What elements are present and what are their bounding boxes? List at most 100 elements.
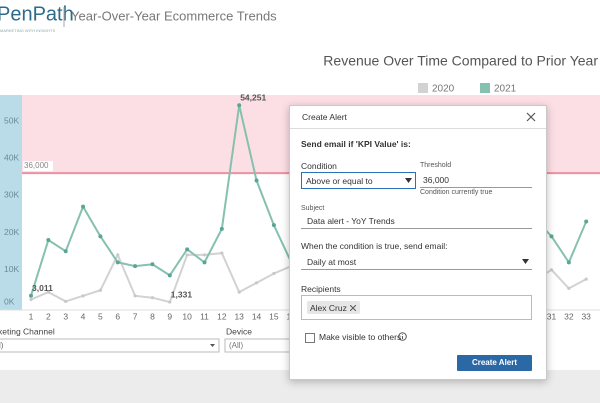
data-point [98, 234, 103, 239]
x-tick-label: 8 [150, 311, 155, 321]
filter-label: keting Channel [0, 326, 55, 336]
x-tick-label: 11 [200, 311, 209, 321]
data-point [237, 103, 242, 108]
chart-title: Revenue Over Time Compared to Prior Year [323, 53, 598, 69]
data-point [237, 290, 241, 294]
filter-label: Device [226, 326, 252, 336]
subject-label: Subject [301, 205, 325, 212]
filter-dropdown[interactable] [0, 338, 220, 353]
data-point [81, 294, 85, 298]
input-underline [301, 269, 532, 270]
create-alert-button[interactable]: Create Alert [457, 355, 532, 371]
page-title: Year-Over-Year Ecommerce Trends [71, 8, 277, 23]
x-tick-label: 10 [182, 311, 192, 321]
axis-band [0, 95, 22, 310]
data-point [46, 290, 50, 294]
condition-select[interactable]: Above or equal to [301, 172, 416, 189]
data-point [150, 296, 155, 300]
data-label: 3,011 [32, 283, 53, 293]
prompt: Send email if 'KPI Value' is: [301, 139, 411, 149]
divider [290, 128, 546, 129]
data-point [202, 253, 207, 257]
x-tick-label: 4 [81, 311, 86, 321]
data-label: 54,251 [240, 92, 266, 102]
recipient-name: Alex Cruz [310, 303, 347, 313]
recipients-box[interactable]: Alex Cruz [301, 295, 532, 320]
data-point [98, 288, 102, 292]
data-point [566, 260, 571, 265]
data-point [46, 238, 51, 243]
y-tick-label: 40K [4, 152, 19, 162]
data-point [133, 264, 138, 269]
data-point [167, 273, 172, 278]
data-point [272, 271, 276, 276]
data-point [63, 249, 68, 254]
checkbox-label: Make visible to others [319, 332, 402, 342]
y-tick-label: 20K [4, 227, 19, 237]
data-point [549, 268, 554, 272]
threshold-label-bg [23, 161, 53, 172]
dialog-title: Create Alert [302, 112, 347, 122]
x-tick-label: 13 [234, 311, 244, 321]
y-tick-label: 50K [4, 115, 19, 125]
data-point [185, 253, 189, 257]
data-point [64, 299, 68, 304]
x-tick-label: 9 [167, 311, 172, 321]
data-point [202, 260, 207, 265]
input-underline [301, 228, 532, 229]
recipient-chip: Alex Cruz [307, 301, 360, 314]
data-point [567, 286, 571, 291]
data-point [168, 300, 172, 304]
data-point [584, 277, 588, 281]
schedule-label: When the condition is true, send email: [301, 241, 448, 251]
data-point [81, 204, 86, 209]
threshold-status: Condition currently true [420, 189, 493, 196]
input-underline [420, 187, 532, 188]
filter-value: (All) [229, 341, 244, 350]
condition-value: Above or equal to [306, 176, 373, 186]
data-point [116, 253, 120, 257]
data-point [115, 260, 120, 265]
dropdown-arrow [405, 178, 412, 183]
info-icon[interactable] [398, 332, 407, 341]
x-tick-label: 7 [133, 311, 138, 321]
dropdown-arrow [522, 259, 529, 264]
legend-label: 2020 [432, 84, 455, 95]
data-point [219, 226, 224, 231]
data-point [133, 294, 137, 298]
legend-swatch [480, 83, 490, 93]
x-tick-label: 6 [115, 311, 120, 321]
x-tick-label: 12 [217, 311, 227, 321]
x-tick-label: 15 [269, 311, 279, 321]
subject-input[interactable]: Data alert - YoY Trends [307, 216, 395, 226]
y-tick-label: 10K [4, 264, 19, 274]
data-label: 1,331 [171, 289, 193, 299]
x-tick-label: 32 [564, 311, 574, 321]
y-tick-label: 30K [4, 190, 19, 200]
x-tick-label: 1 [29, 311, 34, 321]
x-tick-label: 3 [63, 311, 68, 321]
filter-value: l) [0, 341, 4, 350]
threshold-label: Threshold [420, 162, 452, 169]
data-point [150, 262, 155, 267]
remove-recipient[interactable] [350, 305, 356, 311]
threshold-label: 36,000 [24, 161, 49, 170]
data-point [254, 178, 259, 183]
y-tick-label: 0K [4, 296, 15, 306]
legend-label: 2021 [494, 84, 517, 95]
create-alert-dialog: Create Alert Send email if 'KPI Value' i… [289, 105, 547, 380]
condition-label: Condition [301, 161, 337, 171]
dropdown-arrow [210, 344, 215, 347]
close-button[interactable] [526, 112, 536, 122]
schedule-select[interactable]: Daily at most [307, 257, 357, 267]
logo: PenPath [0, 3, 74, 25]
logo-tagline: MARKETING WITH INSIGHTS [0, 28, 55, 33]
data-point [29, 293, 33, 298]
legend-swatch [418, 83, 428, 93]
x-tick-label: 5 [98, 311, 103, 321]
x-tick-label: 33 [581, 311, 591, 321]
checkbox[interactable] [305, 333, 315, 343]
threshold-input[interactable]: 36,000 [423, 175, 449, 185]
